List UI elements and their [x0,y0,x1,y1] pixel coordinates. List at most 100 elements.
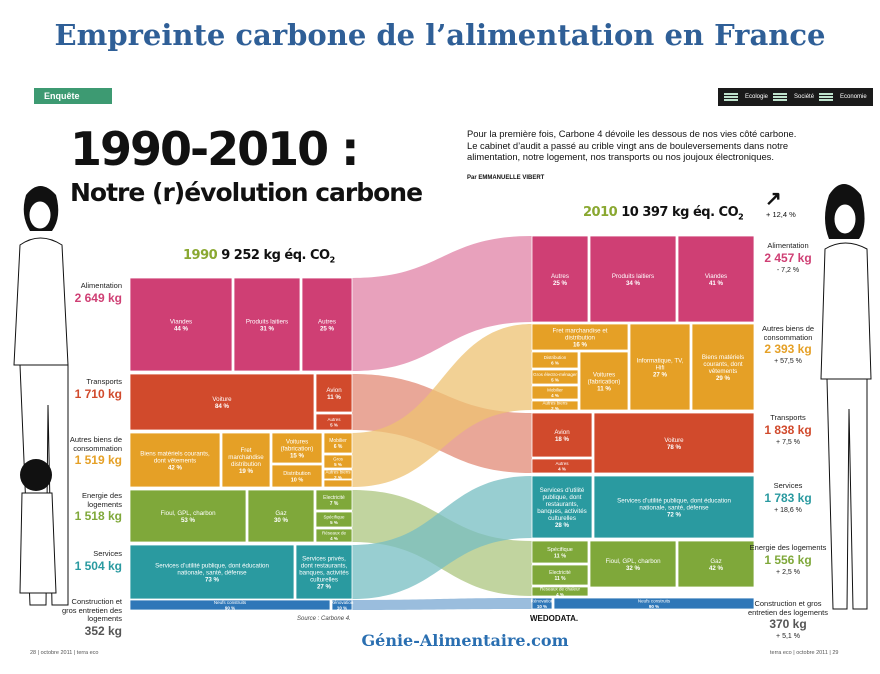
left-block-label: dont restaurants, [301,563,348,570]
flow-band-5 [352,598,532,610]
section-tabs: Ecologie Société Economie [718,88,873,106]
right-cat-autres-biens: Autres biens de consommation 2 393 kg + 57… [761,324,815,365]
right-block-label: nationale, santé, défense [639,505,709,512]
right-block-label: Hifi [656,365,665,372]
right-block-pct: 28 % [555,522,570,529]
right-block-pct: 11 % [554,554,566,560]
right-block-label: publique, dont [543,494,582,501]
left-block-label: Distribution [283,471,311,477]
left-cat-autres-biens: Autres biens de consommation 1 519 kg [58,435,122,467]
right-block-rect [531,540,589,564]
right-block-pct: 10 % [537,604,547,609]
right-block-label: culturelles [548,515,576,522]
right-block-rect [589,235,677,323]
left-block-pct: 5 % [334,462,342,467]
right-block-pct: 11 % [597,386,611,393]
right-block-rect [677,540,755,588]
left-cat-energie: Energie des logements 1 518 kg [58,491,122,523]
right-block-label: Gros électro-ménager [533,372,577,377]
right-block-rect [677,235,755,323]
left-block-rect [129,373,315,431]
tab-icon [773,92,788,102]
right-block-pct: 4 % [551,393,559,398]
flows-layer [352,236,532,610]
tab-icon [819,92,834,102]
left-block-label: Electricité [323,495,345,501]
right-block-pct: 4 % [556,592,564,597]
right-block-pct: 2 % [551,406,559,411]
left-block-rect [315,489,353,511]
left-total: 9 252 kg éq. CO [221,248,330,263]
left-block-rect [323,479,353,488]
right-block-pct: 72 % [667,512,682,519]
left-block-pct: 27 % [317,584,332,591]
right-block-label: Autres [551,273,569,280]
left-block-label: Autres [318,319,336,326]
left-block-label: Neufs construits [214,600,247,605]
left-block-pct: 19 % [239,468,254,475]
right-block-rect [531,597,553,610]
right-block-pct: 78 % [667,444,682,451]
right-block-label: Biens matériels [702,354,744,361]
right-block-label: vêtements [709,368,738,375]
left-block-rect [315,413,353,431]
left-cat-value: 1 518 kg [74,509,122,523]
left-year: 1990 [183,248,218,263]
right-block: Voitures(fabrication)11 % [579,351,629,411]
right-block-label: Services d’utilité publique, dont éducat… [617,498,731,505]
section-badge: Enquête [34,88,112,104]
right-block-label: Mobilier [547,388,563,393]
left-block: Services privés,dont restaurants,banques… [295,544,353,600]
left-block-pct: 44 % [174,326,189,333]
left-block-rect [129,432,221,488]
left-block-label: Autres biens [325,470,351,475]
right-block-pct: 34 % [626,280,641,287]
page-footer-right: terra eco | octobre 2011 | 29 [770,650,839,656]
left-block-label: distribution [231,461,261,468]
left-block-label: Viandes [170,319,192,326]
left-block-rect [315,511,353,528]
right-block-rect [531,400,579,411]
left-block-rect [129,489,247,543]
right-block-pct: 11 % [554,576,566,582]
left-block-pct: 7 % [330,501,339,507]
right-block-pct: 27 % [653,372,668,379]
right-year-total: 2010 10 397 kg éq. CO2 [583,205,744,222]
article-subtitle: Notre (r)évolution carbone [70,178,423,207]
left-block-label: banques, activités [299,570,349,577]
right-cat-energie: Energie des logements 1 556 kg + 2,5 % [749,543,827,576]
left-block-rect [221,432,271,488]
right-block-label: Fret marchandise et [552,328,607,335]
left-block-rect [315,528,353,543]
left-block-label: Mobilier [329,438,347,444]
tab-societe: Société [794,94,815,100]
right-block-rect [531,412,593,458]
left-block-pct: 5 % [330,423,338,428]
left-block-label: Gaz [275,510,286,517]
left-block-rect [301,277,353,372]
left-block-pct: 25 % [320,326,335,333]
left-block: Voitures(fabrication)15 % [271,432,323,464]
left-block-label: dont vêtements [154,458,196,465]
right-block-rect [531,586,589,597]
left-block-pct: 5 % [330,520,338,525]
right-block-rect [531,475,593,539]
right-block-label: Produits laitiers [612,273,654,280]
right-block-pct: 6 % [551,361,559,366]
